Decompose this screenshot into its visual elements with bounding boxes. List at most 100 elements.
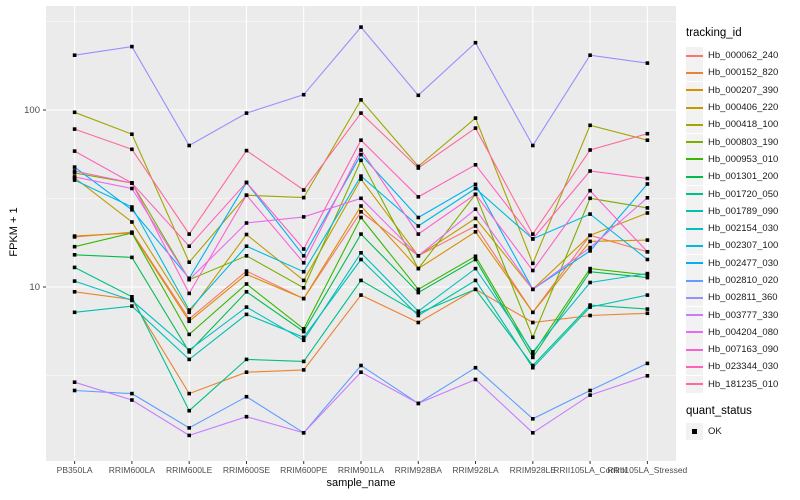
legend-key-line <box>686 262 703 265</box>
data-point <box>473 116 478 120</box>
data-point <box>531 143 535 148</box>
data-point <box>588 245 592 250</box>
data-point <box>359 210 363 214</box>
data-point <box>531 320 535 325</box>
data-point <box>72 171 77 175</box>
legend-item-label: Hb_002811_360 <box>708 292 778 304</box>
legend-key-line <box>686 54 703 57</box>
data-point <box>72 110 77 115</box>
legend-item-label: Hb_002307_100 <box>708 240 779 252</box>
legend-title-tracking-id: tracking_id <box>686 27 742 39</box>
data-point <box>72 380 77 384</box>
data-point <box>531 237 535 241</box>
legend-item-Hb_007163_090: Hb_007163_090 <box>686 341 798 359</box>
legend-item-Hb_023344_030: Hb_023344_030 <box>686 358 798 376</box>
legend-item-Hb_000207_390: Hb_000207_390 <box>686 81 798 99</box>
legend-key-line <box>686 193 703 196</box>
data-point <box>588 280 592 285</box>
legend-item-label: Hb_023344_030 <box>708 361 779 373</box>
data-point <box>473 192 478 197</box>
data-point <box>187 391 191 396</box>
data-point <box>301 327 306 331</box>
data-point <box>130 391 134 396</box>
legend-item-Hb_001301_200: Hb_001301_200 <box>686 168 798 186</box>
legend-key-line <box>686 210 703 213</box>
data-point <box>588 233 592 238</box>
data-point <box>359 215 363 220</box>
legend-key-swatch <box>686 116 703 134</box>
data-point <box>359 111 363 115</box>
data-point <box>588 266 592 271</box>
data-point <box>244 111 249 115</box>
legend-key-swatch <box>686 323 703 341</box>
data-point <box>187 332 191 337</box>
data-point <box>588 305 592 309</box>
data-point <box>531 261 535 266</box>
legend-item-label: Hb_000803_190 <box>708 136 779 148</box>
legend-key-line <box>686 296 703 299</box>
legend-key-point <box>692 429 697 434</box>
data-point <box>645 311 650 316</box>
data-point <box>244 244 249 248</box>
legend-key-line <box>686 123 703 126</box>
x-tick-label: RRIM600SE <box>223 465 271 475</box>
data-point <box>645 196 650 200</box>
data-point <box>301 338 306 343</box>
data-point <box>187 408 191 413</box>
data-point <box>72 169 77 173</box>
data-point <box>72 127 77 131</box>
data-point <box>588 313 592 318</box>
data-point <box>359 293 363 297</box>
data-point <box>473 163 478 167</box>
data-point <box>187 143 191 148</box>
data-point <box>588 196 592 201</box>
x-tick-label: RRIM600LA <box>109 465 156 475</box>
legend-key-line <box>686 331 703 334</box>
legend-key-swatch <box>686 358 703 376</box>
legend-item-label: Hb_002810_020 <box>708 275 779 286</box>
data-point <box>244 193 249 197</box>
data-point <box>187 350 191 354</box>
x-tick-label: RRIM928LE <box>510 465 557 475</box>
data-point <box>130 220 134 224</box>
data-point <box>588 239 592 244</box>
data-point <box>301 195 306 200</box>
legend-item-Hb_181235_010: Hb_181235_010 <box>686 375 798 393</box>
legend-key-swatch <box>686 237 703 255</box>
data-point <box>416 195 421 199</box>
y-tick-label: 10 <box>29 282 40 293</box>
data-point <box>187 277 191 282</box>
data-point <box>187 244 191 248</box>
legend-item-Hb_002811_360: Hb_002811_360 <box>686 289 798 307</box>
data-point <box>359 204 363 208</box>
data-point <box>645 238 650 242</box>
data-point <box>72 253 77 257</box>
data-point <box>301 254 306 258</box>
data-point <box>72 234 77 238</box>
data-point <box>359 363 363 368</box>
data-point <box>130 205 134 209</box>
data-point <box>130 231 134 235</box>
legend-panel: tracking_id Hb_000062_240 Hb_000152_820 Hb… <box>686 27 798 441</box>
legend-item-label: Hb_001789_090 <box>708 205 779 217</box>
data-point <box>301 278 306 283</box>
data-point <box>187 319 191 324</box>
legend-key-line <box>686 227 703 230</box>
legend-key-swatch <box>686 375 703 393</box>
data-point <box>359 257 363 262</box>
data-point <box>301 286 306 290</box>
data-point <box>645 182 650 186</box>
legend-key-line <box>686 244 703 247</box>
legend-key-line <box>686 279 703 282</box>
data-point <box>473 182 478 187</box>
data-point <box>72 178 77 182</box>
legend-item-Hb_002307_100: Hb_002307_100 <box>686 237 798 255</box>
legend-key-swatch <box>686 64 703 82</box>
data-point <box>301 359 306 364</box>
data-point <box>359 278 363 283</box>
data-point <box>130 186 134 191</box>
data-point <box>416 93 421 98</box>
data-point <box>301 261 306 265</box>
